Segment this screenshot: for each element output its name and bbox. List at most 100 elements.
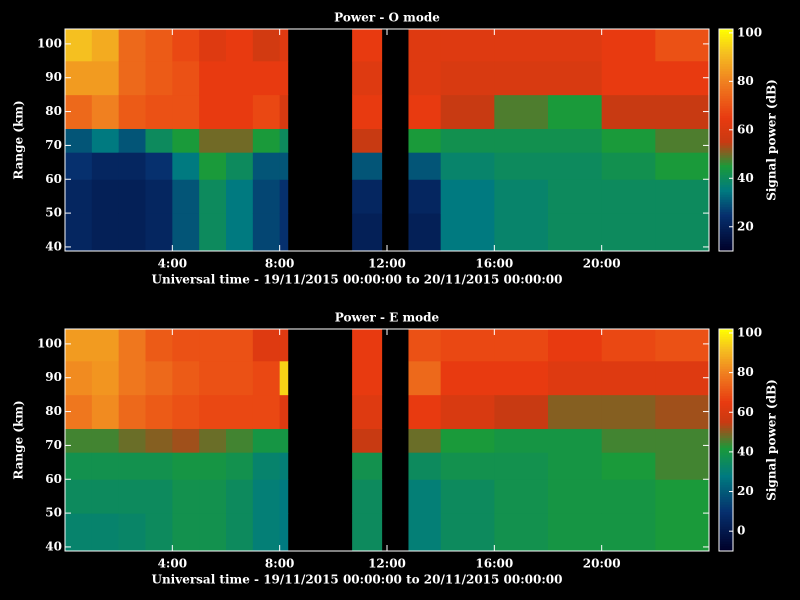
heatmap-cell [199, 452, 227, 480]
colorbar-strip [719, 144, 733, 148]
colorbar-strip [719, 107, 733, 111]
heatmap-cell [91, 29, 120, 62]
heatmap-cell [655, 329, 710, 362]
colorbar-strip [719, 390, 733, 394]
heatmap-cell [65, 428, 93, 453]
heatmap-cell [494, 513, 549, 552]
colorbar-strip [719, 211, 733, 215]
heatmap-cell [65, 128, 93, 153]
colorbar-strip [719, 341, 733, 345]
colorbar-strip [719, 243, 733, 247]
colorbar-strip [719, 486, 733, 490]
heatmap-cell [252, 213, 281, 252]
colorbar-strip [719, 430, 733, 434]
colorbar-strip [719, 447, 733, 451]
heatmap-cell [601, 329, 656, 362]
heatmap-cell [548, 152, 603, 180]
heatmap-cell [145, 179, 173, 214]
heatmap-cell [408, 360, 442, 396]
x-tick-label: 16:00 [475, 557, 513, 571]
colorbar-strip [719, 66, 733, 69]
colorbar-strip [719, 425, 733, 429]
colorbar-strip [719, 509, 733, 513]
heatmap-cell [199, 213, 227, 252]
colorbar-strip [719, 154, 733, 158]
colorbar-strip [719, 159, 733, 163]
y-tick-label: 60 [45, 472, 62, 486]
heatmap-cell [352, 128, 383, 153]
heatmap-cell [199, 128, 227, 153]
heatmap-cell [548, 29, 603, 62]
heatmap-cell [118, 60, 146, 96]
colorbar-tick-label: 0 [737, 524, 745, 538]
heatmap-cell [252, 152, 281, 180]
heatmap-cell [118, 479, 146, 514]
colorbar-strip [719, 393, 733, 397]
heatmap-cell [601, 94, 656, 129]
colorbar-strip [719, 427, 733, 431]
x-tick-label: 20:00 [583, 557, 621, 571]
chart-title: Power - O mode [334, 11, 440, 25]
heatmap-cell [226, 179, 254, 214]
colorbar-label: Signal power (dB) [765, 79, 779, 201]
colorbar-strip [719, 479, 733, 483]
heatmap-cell [494, 452, 549, 480]
colorbar-frame [718, 328, 734, 552]
colorbar-strip [719, 125, 733, 129]
heatmap-cell [199, 479, 227, 514]
colorbar-strip [719, 329, 733, 332]
heatmap-cell [91, 428, 120, 453]
heatmap-cell [172, 128, 200, 153]
heatmap-cell [252, 29, 281, 62]
colorbar-strip [719, 548, 733, 552]
heatmap-cell [65, 179, 93, 214]
heatmap-cell [655, 513, 710, 552]
colorbar-strip [719, 177, 733, 180]
heatmap-cell [655, 29, 710, 62]
heatmap-cell [601, 179, 656, 214]
heatmap-cell [279, 94, 289, 129]
heatmap-cell [655, 179, 710, 214]
heatmap-cell [408, 513, 442, 552]
y-tick-label: 80 [45, 104, 62, 118]
heatmap-cell [655, 360, 710, 396]
colorbar-strip [719, 33, 733, 37]
heatmap-cell [118, 29, 146, 62]
y-tick-label: 100 [37, 336, 62, 350]
heatmap-cell [226, 152, 254, 180]
colorbar-strip [719, 98, 733, 102]
colorbar-strip [719, 474, 733, 478]
heatmap-cell [226, 128, 254, 153]
heatmap-cell [91, 213, 120, 252]
heatmap-cell [199, 94, 227, 129]
heatmap-cell [252, 329, 281, 362]
heatmap-cell [199, 360, 227, 396]
colorbar-strip [719, 236, 733, 240]
heatmap-cell [91, 452, 120, 480]
colorbar-strip [719, 226, 733, 230]
heatmap-cell [118, 513, 146, 552]
colorbar-tick-label: 40 [737, 171, 754, 185]
heatmap-cell [494, 394, 549, 429]
heatmap-cell [601, 394, 656, 429]
colorbar-strip [719, 147, 733, 151]
heatmap-cell [279, 179, 289, 214]
heatmap-cell [226, 513, 254, 552]
y-tick-label: 90 [45, 370, 62, 384]
heatmap-cell [91, 179, 120, 214]
colorbar-strip [719, 378, 733, 382]
heatmap-cell [145, 513, 173, 552]
colorbar-strip [719, 417, 733, 421]
heatmap-cell [440, 360, 495, 396]
colorbar-strip [719, 53, 733, 57]
x-tick-label: 4:00 [158, 257, 187, 271]
heatmap-cell [279, 479, 289, 514]
colorbar-strip [719, 523, 733, 527]
heatmap-cell [655, 94, 710, 129]
heatmap-cell [408, 479, 442, 514]
heatmap-cell [548, 329, 603, 362]
heatmap-cell [199, 179, 227, 214]
heatmap-cell [352, 60, 383, 96]
heatmap-cell [91, 152, 120, 180]
